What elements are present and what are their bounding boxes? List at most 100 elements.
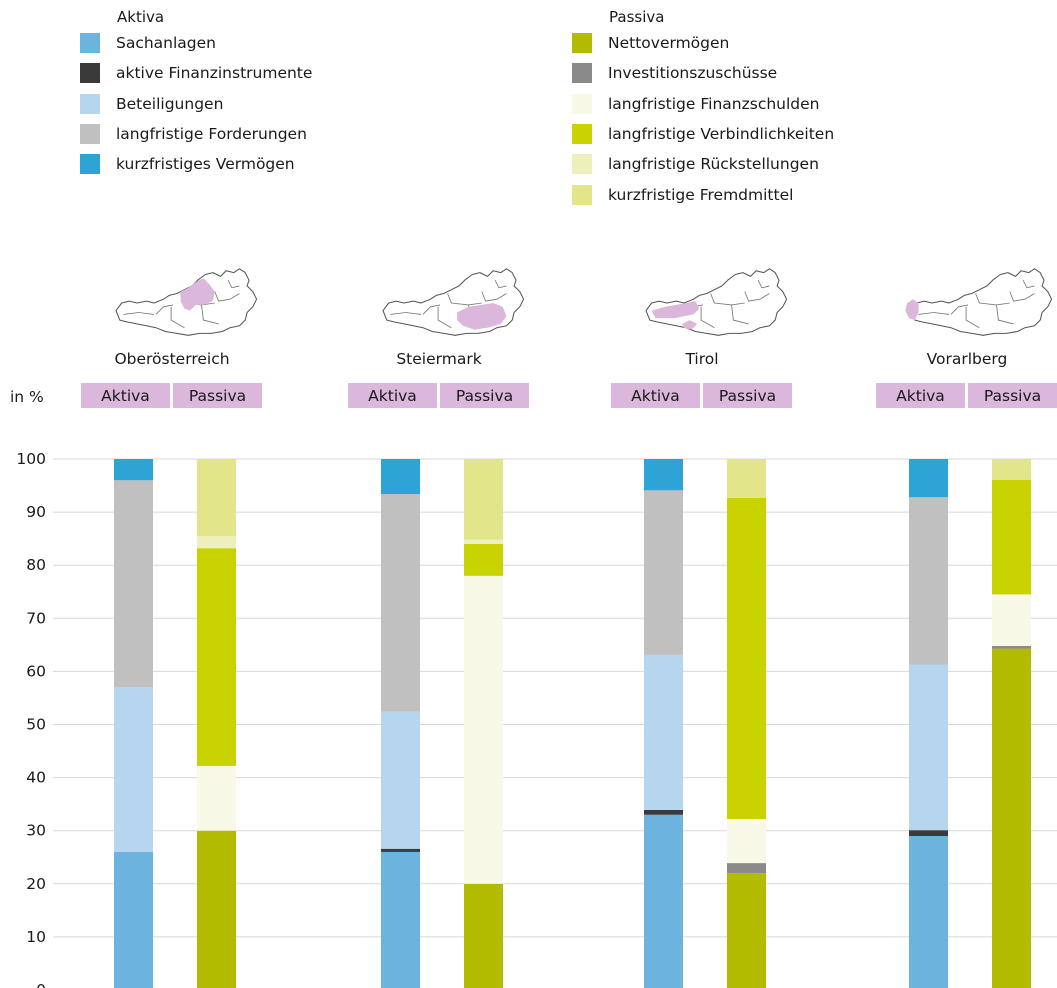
austria-outline: [382, 268, 525, 336]
y-tick-label: 40: [26, 769, 46, 787]
column-header-label: Passiva: [189, 387, 246, 405]
legend-swatch: [572, 93, 592, 114]
bar-segment: [381, 459, 420, 495]
bar-segment: [197, 535, 236, 549]
bar-segment: [644, 814, 683, 988]
legend-label: kurzfristiges Vermögen: [116, 155, 295, 174]
legend-swatch: [80, 63, 100, 84]
y-tick-label: 60: [26, 662, 46, 680]
bar-segment: [197, 830, 236, 988]
austria-outline: [645, 268, 788, 336]
column-header-box: [968, 383, 1057, 408]
legend-item: Beteiligungen: [80, 89, 312, 119]
y-tick-label: 70: [26, 609, 46, 627]
legend-item: kurzfristige Fremdmittel: [572, 179, 834, 209]
column-header-box: [81, 383, 170, 408]
legend-label: Nettovermögen: [608, 34, 730, 53]
y-tick-label: 80: [26, 556, 46, 574]
legend-swatch: [572, 63, 592, 84]
bar-segment: [727, 497, 766, 820]
bar-segment: [464, 575, 503, 884]
austria-map-icon: [115, 268, 258, 336]
bar-segment: [909, 459, 948, 498]
y-tick-label: 90: [26, 503, 46, 521]
legend-item: aktive Finanzinstrumente: [80, 58, 312, 88]
column-header-label: Aktiva: [101, 387, 150, 405]
bar-segment: [114, 687, 153, 852]
column-header-box: [173, 383, 262, 408]
column-header-label: Aktiva: [368, 387, 417, 405]
highlighted-region: [651, 301, 700, 330]
bar-segment: [727, 863, 766, 874]
bar-segment: [381, 494, 420, 712]
region-name: Steiermark: [396, 350, 481, 368]
column-header-box: [876, 383, 965, 408]
bar-segment: [464, 459, 503, 540]
legend-label: langfristige Rückstellungen: [608, 155, 819, 174]
bar-segment: [197, 548, 236, 766]
legend-swatch: [572, 124, 592, 145]
column-header-box: [440, 383, 529, 408]
legend-swatch: [572, 184, 592, 205]
legend-item: kurzfristiges Vermögen: [80, 149, 312, 179]
bar-segment: [644, 654, 683, 810]
region-name: Vorarlberg: [927, 350, 1008, 368]
bar-segment: [464, 539, 503, 544]
legend-swatch: [572, 154, 592, 175]
bar-segment: [992, 459, 1031, 480]
bar-segment: [381, 851, 420, 988]
legend-passiva-items: Nettovermögen Investitionszuschüsse langfr…: [572, 28, 834, 210]
y-tick-label: 20: [26, 875, 46, 893]
y-tick-label: 50: [26, 716, 46, 734]
column-header-box: [703, 383, 792, 408]
bar-segment: [992, 594, 1031, 646]
legend-passiva-title: Passiva: [609, 8, 665, 26]
column-header-label: Aktiva: [631, 387, 680, 405]
state-borders: [918, 280, 1035, 329]
austria-outline: [910, 268, 1053, 336]
y-axis-label: in %: [10, 388, 44, 406]
y-tick-label: 30: [26, 822, 46, 840]
legend-label: Investitionszuschüsse: [608, 64, 778, 83]
bar-segment: [909, 830, 948, 837]
bar-segment: [727, 873, 766, 988]
legend-swatch: [572, 33, 592, 54]
bar-segment: [992, 479, 1031, 595]
legend-label: kurzfristige Fremdmittel: [608, 185, 794, 204]
y-tick-label: 10: [26, 928, 46, 946]
legend-swatch: [80, 124, 100, 145]
legend-aktiva-title: Aktiva: [117, 8, 165, 26]
region-name: Tirol: [684, 350, 718, 368]
legend-passiva: Passiva Nettovermögen Investitionszuschüs…: [572, 6, 834, 210]
bar-segment: [727, 819, 766, 864]
legend-label: langfristige Verbindlichkeiten: [608, 125, 835, 144]
bar-segment: [114, 459, 153, 481]
column-header-box: [348, 383, 437, 408]
legend-aktiva-items: Sachanlagen aktive Finanzinstrumente Betei…: [80, 28, 312, 179]
legend-label: Beteiligungen: [116, 94, 224, 113]
y-tick-label: 0: [36, 981, 46, 988]
legend-label: langfristige Forderungen: [116, 125, 307, 144]
legend-label: langfristige Finanzschulden: [608, 94, 820, 113]
region-name: Oberösterreich: [114, 350, 229, 368]
column-header-label: Aktiva: [896, 387, 945, 405]
column-header-label: Passiva: [984, 387, 1041, 405]
bar-segment: [909, 836, 948, 988]
bar-segment: [197, 459, 236, 536]
bar-segment: [197, 765, 236, 831]
bar-segment: [909, 497, 948, 665]
bar-segment: [464, 543, 503, 576]
legend-item: Investitionszuschüsse: [572, 58, 834, 88]
legend-item: langfristige Finanzschulden: [572, 89, 834, 119]
y-tick-label: 100: [16, 450, 46, 468]
austria-map-icon: [645, 268, 788, 336]
highlighted-region: [180, 278, 215, 311]
legend-label: Sachanlagen: [116, 34, 217, 53]
bar-segment: [114, 480, 153, 688]
legend-swatch: [80, 93, 100, 114]
bar-segment: [644, 459, 683, 491]
bar-segment: [381, 848, 420, 852]
bar-segment: [114, 851, 153, 988]
bar-segment: [727, 459, 766, 498]
legend-swatch: [80, 33, 100, 54]
